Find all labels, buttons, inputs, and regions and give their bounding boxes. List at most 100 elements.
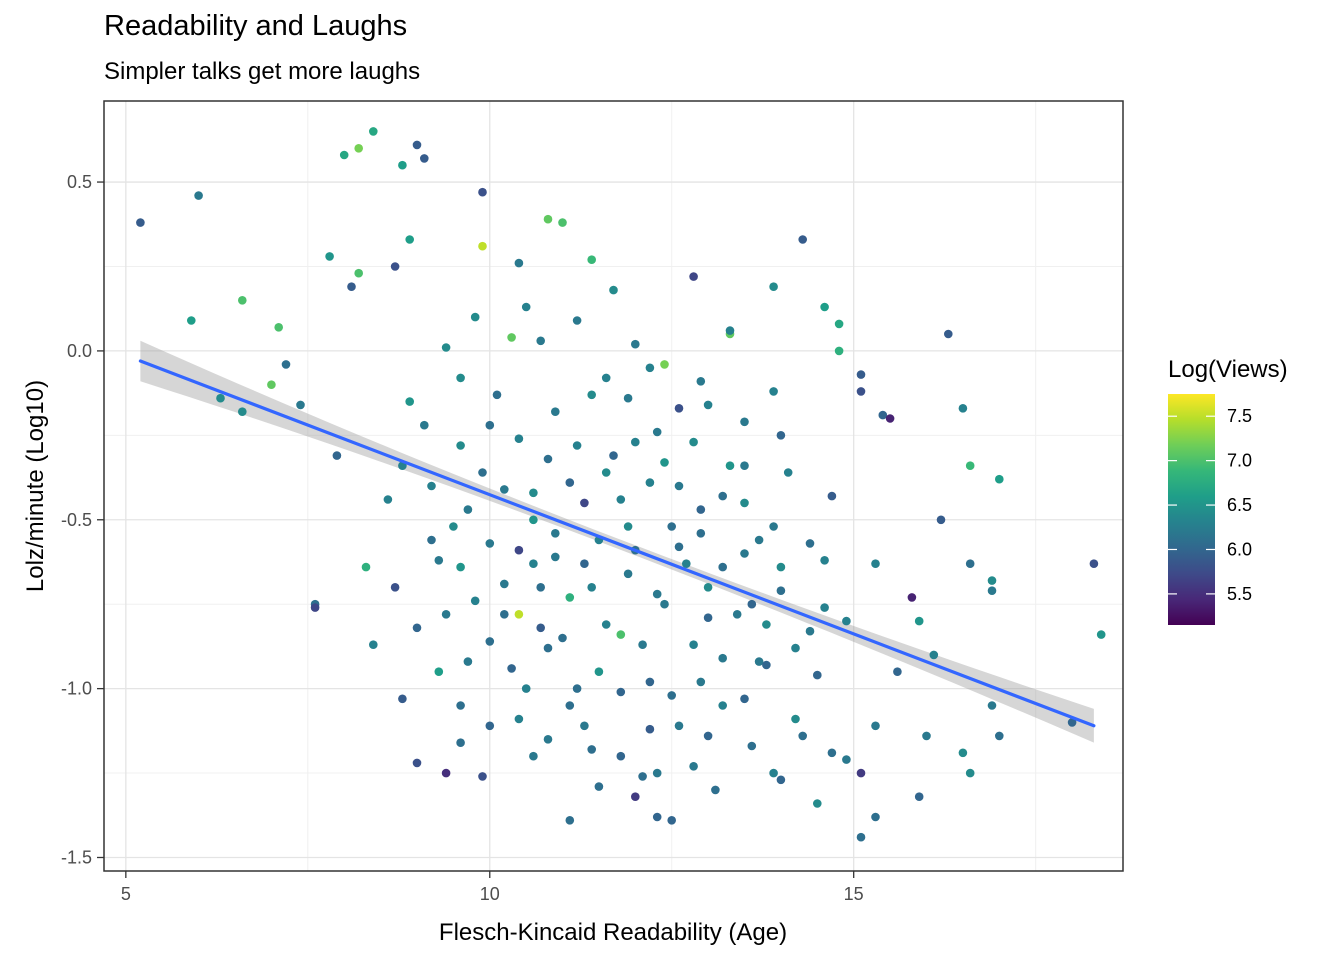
point-105 [740,694,749,704]
point-192 [623,393,633,403]
point-167 [652,768,662,778]
y-axis-title: Lolz/minute (Log10) [22,380,49,592]
point-56 [965,461,975,471]
point-206 [529,488,538,498]
point-0 [136,218,145,227]
point-19 [390,262,400,271]
point-130 [820,556,829,565]
point-162 [718,562,727,572]
point-125 [689,762,698,771]
point-99 [536,583,545,592]
point-195 [732,610,742,619]
point-227 [580,721,589,731]
point-67 [907,593,917,602]
point-223 [776,562,786,572]
point-129 [842,616,851,626]
plot-panel [104,101,1123,871]
point-180 [660,599,669,609]
point-97 [696,529,706,538]
point-78 [1096,630,1106,639]
point-80 [631,792,640,801]
point-113 [551,407,560,417]
point-8 [238,407,247,417]
point-128 [813,670,822,680]
point-64 [958,748,968,758]
point-30 [441,768,451,778]
point-62 [995,731,1004,741]
legend-label-3: 6.0 [1227,539,1252,559]
point-136 [521,302,531,312]
point-118 [441,610,451,619]
point-60 [987,576,997,585]
point-110 [689,437,698,447]
point-76 [776,775,786,785]
point-147 [682,559,691,568]
point-51 [856,387,866,396]
point-81 [565,816,575,825]
point-163 [754,657,764,666]
point-15 [420,154,429,163]
point-33 [434,667,444,676]
point-153 [601,620,611,629]
point-87 [740,417,749,427]
point-225 [703,731,713,741]
x-axis-title: Flesch-Kincaid Readability (Age) [439,919,787,946]
point-188 [449,522,458,531]
point-102 [572,684,582,693]
point-179 [565,593,575,602]
point-26 [390,583,400,592]
point-36 [543,214,553,224]
point-95 [652,589,662,599]
point-216 [500,610,509,619]
point-84 [601,373,611,383]
point-72 [871,812,880,822]
point-160 [631,437,640,447]
point-40 [616,630,626,639]
legend-label-4: 5.5 [1227,584,1252,604]
scatter-points [136,127,1106,842]
point-156 [456,441,465,450]
point-73 [856,768,866,778]
point-189 [485,539,495,548]
point-5 [216,393,225,403]
point-217 [463,657,473,666]
plot-border [103,100,1124,872]
point-197 [565,701,575,710]
point-34 [478,241,487,251]
point-32 [478,772,487,781]
point-143 [500,579,509,589]
point-208 [434,556,444,565]
point-146 [638,640,647,649]
trend-line-group [138,359,1096,728]
point-221 [696,505,706,514]
point-200 [674,721,684,731]
point-66 [914,792,924,801]
point-155 [500,485,509,494]
point-38 [507,333,516,342]
point-194 [703,583,713,592]
point-91 [616,495,626,504]
point-184 [893,667,902,676]
point-151 [718,653,727,663]
point-154 [551,552,560,562]
point-175 [609,285,618,295]
point-207 [485,420,495,430]
point-152 [667,691,676,700]
point-108 [754,535,764,545]
point-88 [776,431,786,440]
point-59 [965,559,975,568]
x-tick-label-0: 5 [121,884,131,904]
point-131 [827,491,837,501]
point-134 [631,339,640,349]
point-204 [740,461,749,471]
point-168 [594,782,604,791]
point-48 [769,282,778,292]
point-71 [856,832,866,842]
point-178 [405,397,415,406]
point-85 [645,363,655,373]
point-173 [674,404,684,413]
point-111 [652,427,662,437]
point-109 [725,461,735,471]
legend-label-2: 6.5 [1227,495,1252,515]
